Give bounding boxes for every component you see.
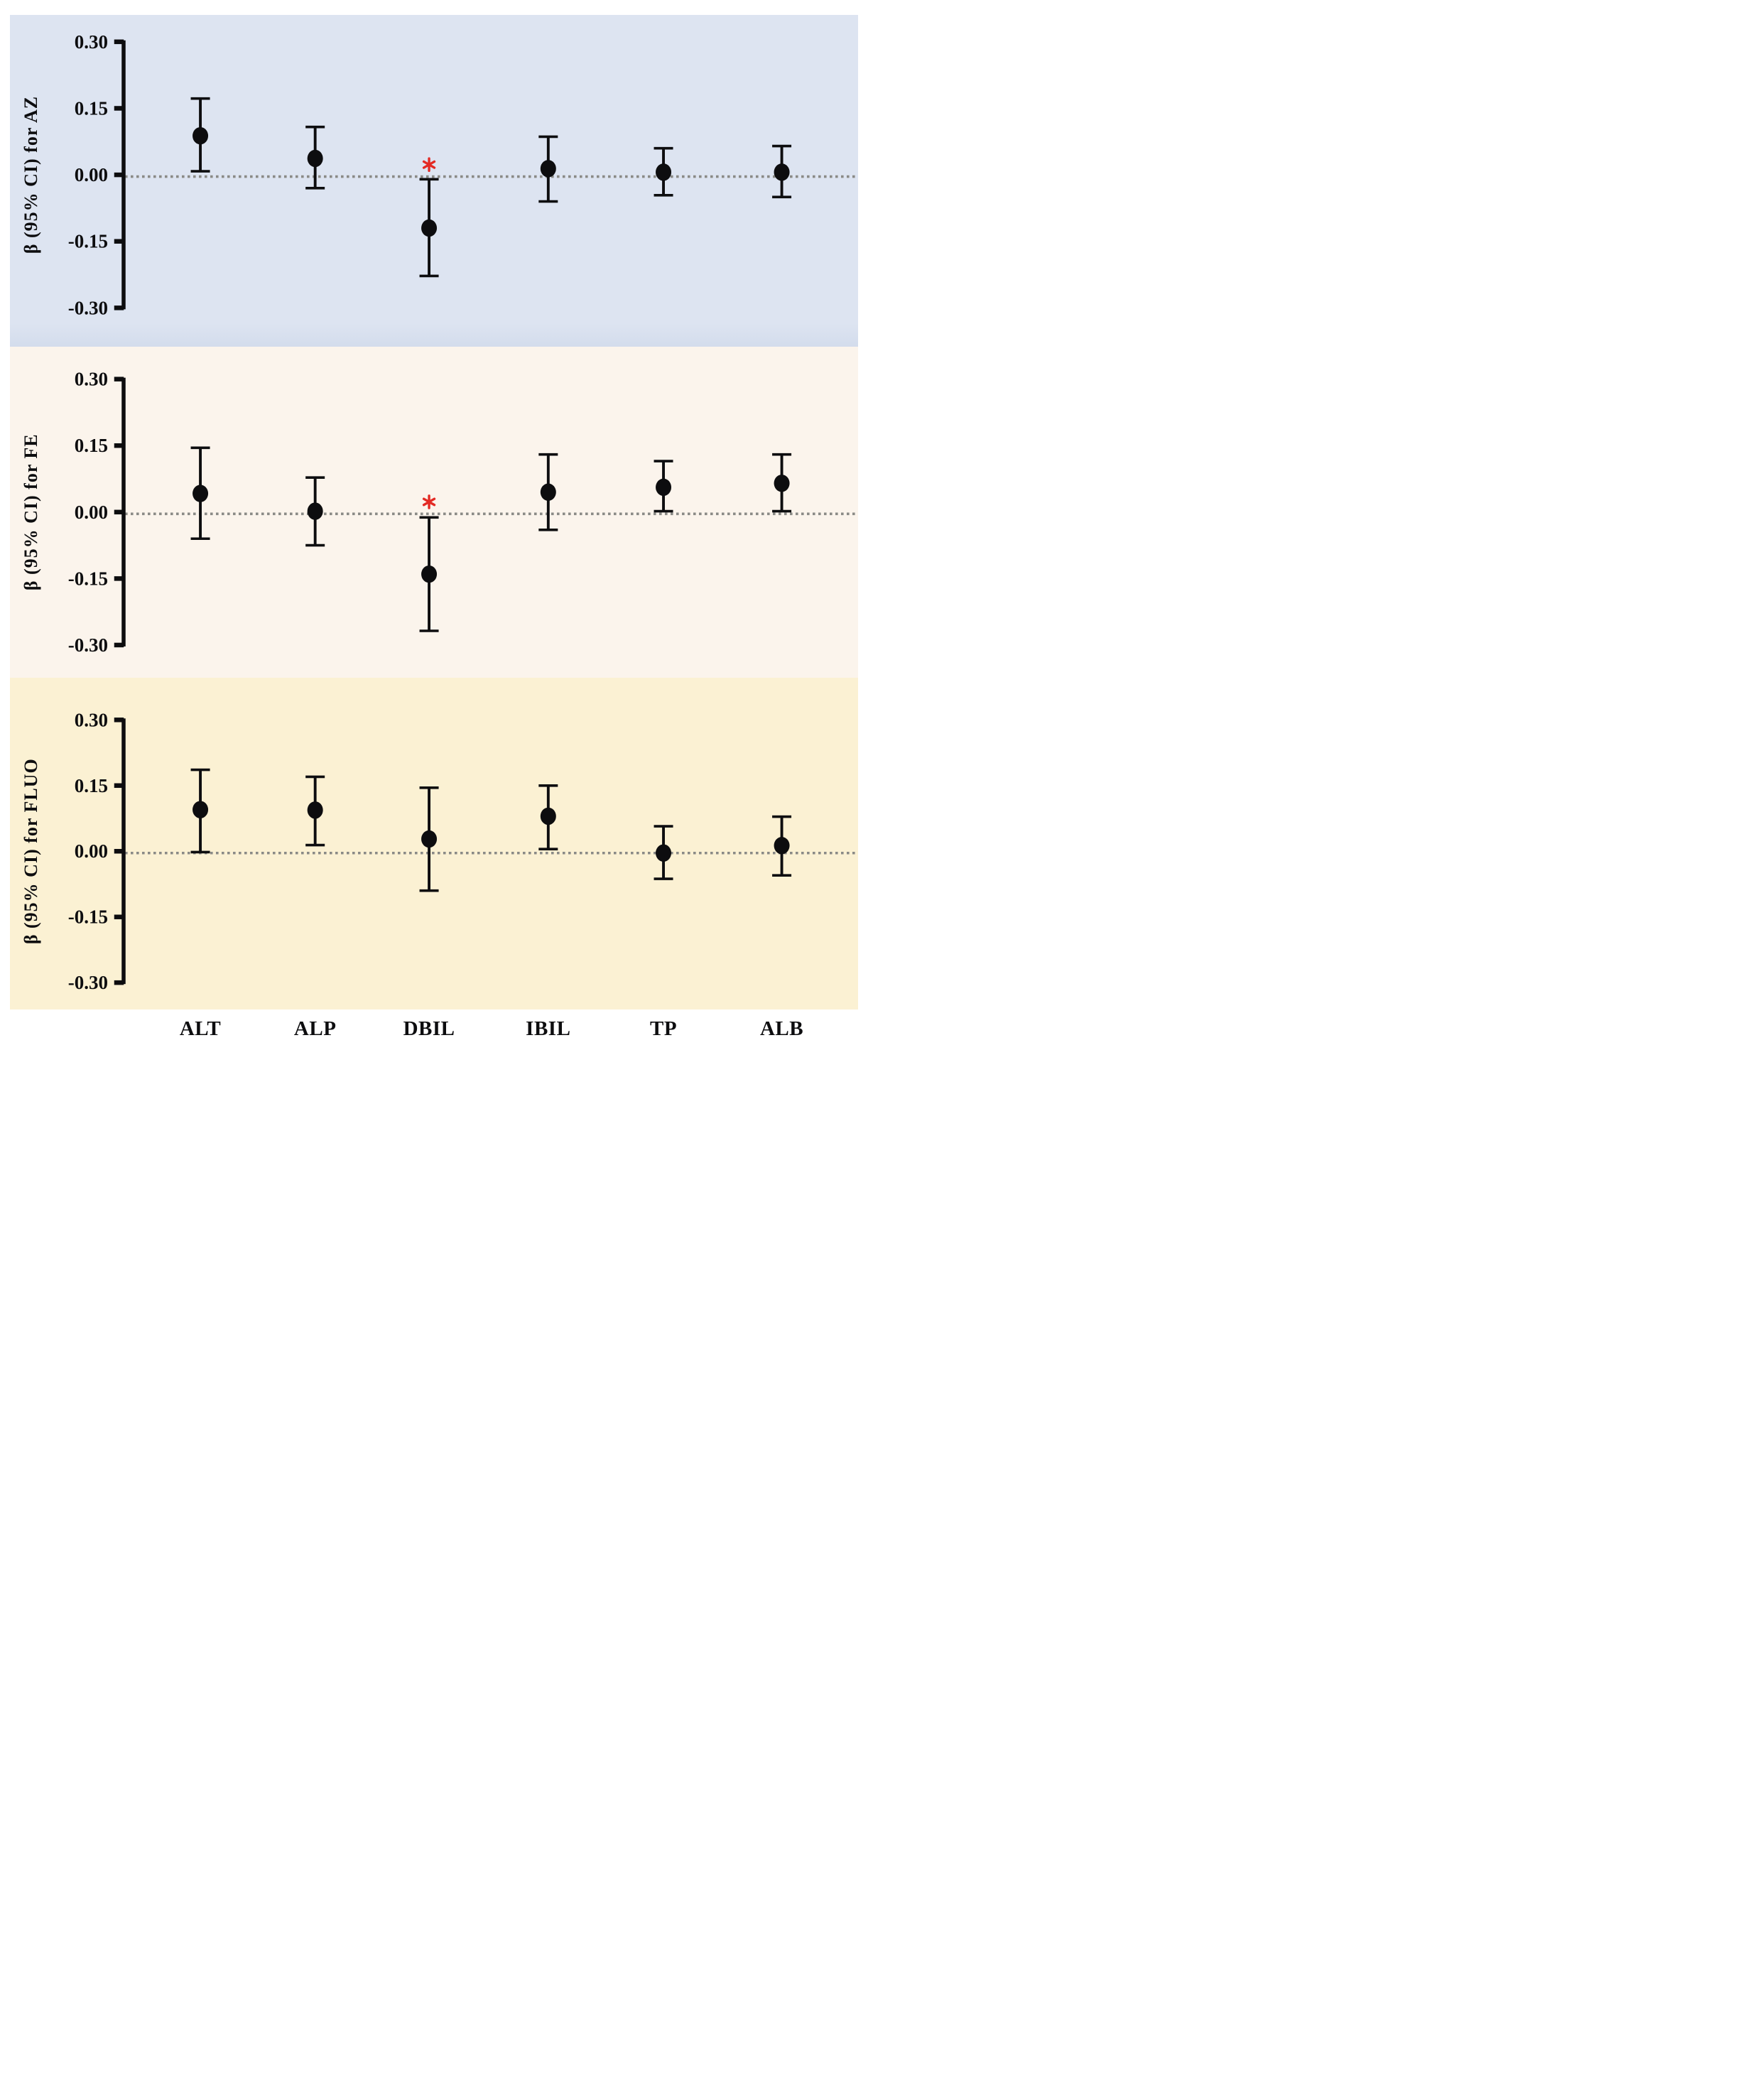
point-marker-alt — [193, 126, 209, 145]
point-marker-alp — [307, 149, 323, 168]
y-axis-tick — [114, 576, 124, 581]
point-marker-alb — [774, 163, 790, 181]
y-axis-tick — [114, 239, 124, 244]
y-axis-tick — [114, 642, 124, 648]
point-marker-alp — [307, 801, 323, 819]
x-axis-label-alp: ALP — [293, 1017, 337, 1040]
y-axis-tick — [114, 305, 124, 310]
point-marker-alb — [774, 837, 790, 855]
point-marker-alt — [193, 485, 209, 502]
forest-plot-canvas: 0.300.150.00-0.15-0.30β (95% CI) for AZ0… — [21, 31, 855, 993]
point-marker-ibil — [540, 807, 556, 826]
point-marker-dbil — [421, 219, 438, 237]
y-tick-label: 0.30 — [75, 31, 108, 53]
panel-plot-2: 0.30 0.15 0.00 -0.15 -0.30 β (95% CI) for FLU… — [21, 709, 855, 993]
y-axis-tick — [114, 718, 124, 722]
y-axis-tick — [114, 783, 124, 789]
point-marker-dbil — [421, 830, 438, 848]
panel-plot-1: 0.30 0.15 0.00 -0.15 -0.30 β (95% CI) for FE — [21, 369, 855, 656]
point-marker-alb — [774, 475, 790, 492]
x-axis-label-dbil: DBIL — [403, 1017, 455, 1040]
significance-asterisk — [422, 494, 436, 509]
x-axis-label-tp: TP — [650, 1017, 678, 1040]
y-axis-tick — [114, 509, 124, 515]
panel-az — [10, 15, 858, 347]
y-tick-label: 0.30 — [75, 709, 108, 730]
x-axis-label-ibil: IBIL — [526, 1017, 571, 1040]
y-axis-tick — [114, 106, 124, 111]
y-tick-label: -0.15 — [68, 906, 108, 928]
y-axis-tick — [114, 377, 124, 381]
y-tick-label: 0.00 — [75, 502, 108, 523]
y-tick-label: 0.00 — [75, 840, 108, 862]
point-marker-alp — [307, 502, 323, 520]
x-axis-label-alb: ALB — [759, 1017, 804, 1040]
y-tick-label: 0.00 — [75, 164, 108, 185]
y-tick-label: 0.30 — [75, 369, 108, 390]
x-axis-label-alt: ALT — [179, 1017, 222, 1040]
y-axis-tick — [114, 39, 124, 45]
y-axis-tick — [114, 172, 124, 178]
panel-fe — [10, 347, 858, 678]
y-tick-label: -0.15 — [68, 568, 108, 589]
y-tick-label: -0.15 — [68, 231, 108, 252]
y-tick-label: 0.15 — [75, 775, 108, 796]
point-marker-dbil — [421, 565, 438, 583]
y-axis-title: β (95% CI) for FE — [21, 433, 41, 590]
y-axis-title: β (95% CI) for AZ — [21, 96, 41, 254]
y-tick-label: 0.15 — [75, 435, 108, 456]
significance-asterisk — [422, 157, 436, 173]
y-tick-label: -0.30 — [68, 297, 108, 318]
point-marker-ibil — [540, 483, 556, 501]
y-tick-label: -0.30 — [68, 634, 108, 656]
y-axis-tick — [114, 980, 124, 985]
y-axis-title: β (95% CI) for FLUO — [21, 758, 41, 944]
forest-plot-figure: 0.30 0.15 0.00 -0.15 -0.30 β (95% CI) for AZ 0… — [0, 0, 873, 1050]
point-marker-tp — [656, 163, 672, 181]
point-marker-tp — [656, 478, 672, 497]
point-marker-tp — [656, 844, 672, 862]
y-axis-tick — [114, 914, 124, 919]
y-tick-label: -0.30 — [68, 972, 108, 993]
y-axis-tick — [114, 848, 124, 854]
y-axis-tick — [114, 443, 124, 448]
point-marker-ibil — [540, 160, 556, 178]
point-marker-alt — [193, 801, 209, 818]
y-tick-label: 0.15 — [75, 97, 108, 119]
panel-plot-0: 0.30 0.15 0.00 -0.15 -0.30 β (95% CI) for AZ — [21, 31, 855, 318]
